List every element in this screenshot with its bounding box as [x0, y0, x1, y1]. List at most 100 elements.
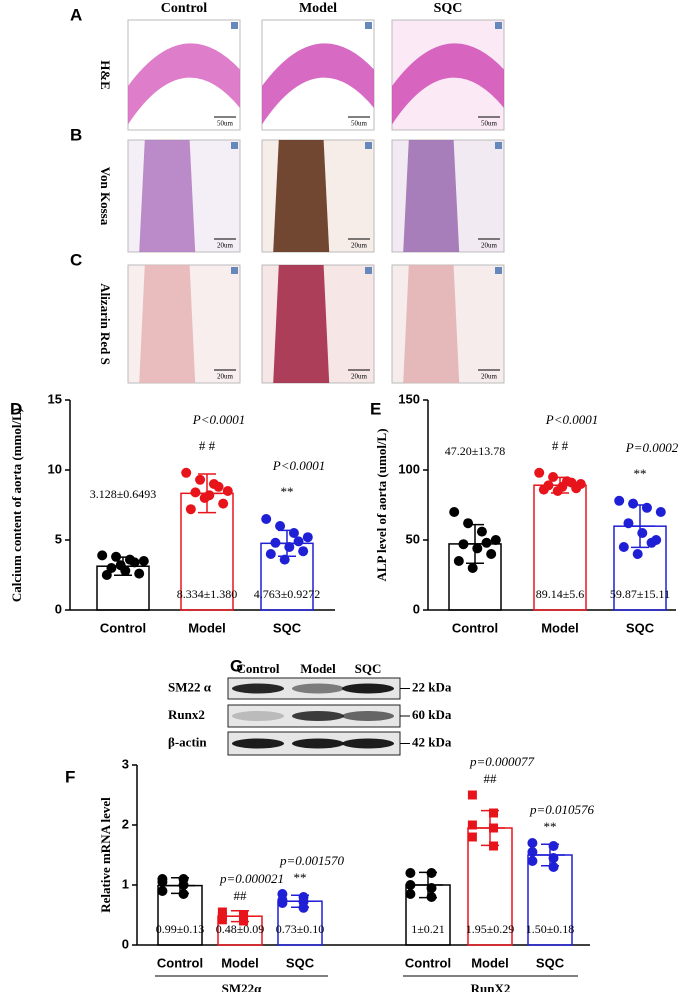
corner-marker: [231, 142, 238, 149]
blot-column: Model: [300, 661, 336, 676]
data-point: [157, 886, 168, 896]
value-label: 0.48±0.09: [216, 922, 265, 936]
significance: **: [544, 819, 557, 834]
p-value: p=0.001570: [279, 853, 345, 868]
size-label: 42 kDa: [412, 734, 452, 749]
value-label: 0.73±0.10: [276, 922, 325, 936]
data-point: [178, 889, 189, 899]
tissue: [273, 140, 330, 252]
y-tick-label: 0: [122, 936, 129, 951]
data-point: [527, 847, 538, 857]
x-tick-label: Model: [471, 955, 509, 970]
tissue: [392, 43, 504, 125]
data-point: [538, 484, 549, 495]
p-value: p=0.000021: [219, 871, 284, 886]
data-point: [405, 889, 416, 899]
data-point: [178, 880, 189, 890]
tissue: [262, 43, 374, 125]
data-point: [641, 502, 652, 513]
value-label: 0.99±0.13: [156, 922, 205, 936]
p-value: p=0.000077: [469, 754, 535, 769]
data-point: [405, 868, 416, 878]
corner-marker: [495, 22, 502, 29]
significance: # #: [552, 438, 569, 453]
data-point: [476, 526, 487, 537]
tissue: [139, 140, 196, 252]
data-point: [618, 542, 629, 552]
scale-bar-label: 50um: [351, 120, 368, 128]
y-axis-label: Calcium content of aorta (mmol/L): [9, 408, 24, 602]
column-header: SQC: [434, 1, 463, 16]
significance: # #: [199, 438, 216, 453]
value-label: 1±0.21: [411, 922, 445, 936]
data-point: [453, 556, 464, 566]
x-tick-label: Model: [541, 620, 579, 635]
corner-marker: [495, 142, 502, 149]
blot-column: Control: [236, 661, 279, 676]
y-tick-label: 150: [398, 391, 420, 406]
protein-label: Runx2: [168, 707, 205, 722]
x-tick-label: Model: [221, 955, 259, 970]
x-tick-label: Model: [188, 620, 226, 635]
scale-bar-label: 20um: [351, 242, 368, 250]
data-point: [270, 537, 281, 548]
data-point: [239, 916, 249, 926]
data-point: [405, 880, 416, 890]
y-tick-label: 100: [398, 461, 420, 476]
y-tick-label: 5: [55, 531, 62, 546]
data-point: [489, 841, 499, 851]
x-tick-label: Control: [157, 955, 203, 970]
data-point: [467, 832, 477, 842]
blot-band: [232, 711, 284, 721]
value-label: 3.128±0.6493: [90, 487, 157, 501]
y-tick-label: 2: [122, 816, 129, 831]
size-label: 22 kDa: [412, 679, 452, 694]
data-point: [195, 474, 206, 485]
value-label: 47.20±13.78: [445, 444, 506, 458]
blot-band: [292, 738, 344, 749]
data-point: [115, 560, 126, 571]
data-point: [463, 518, 474, 529]
corner-marker: [365, 22, 372, 29]
data-point: [129, 557, 140, 568]
panel-label: D: [10, 399, 22, 418]
y-tick-label: 0: [413, 601, 420, 616]
data-point: [217, 915, 227, 925]
data-point: [426, 892, 437, 902]
data-point: [472, 543, 483, 554]
data-point: [111, 551, 122, 562]
y-tick-label: 0: [55, 601, 62, 616]
value-label: 1.50±0.18: [526, 922, 575, 936]
group-label: SM22α: [222, 981, 263, 992]
blot-band: [342, 711, 394, 721]
value-label: 1.95±0.29: [466, 922, 515, 936]
p-value: P<0.0001: [545, 412, 598, 427]
data-point: [486, 549, 497, 559]
value-label: 89.14±5.6: [536, 587, 585, 601]
x-tick-label: Control: [405, 955, 451, 970]
x-tick-label: SQC: [626, 620, 655, 635]
data-point: [655, 507, 666, 517]
significance: **: [634, 466, 647, 481]
data-point: [302, 532, 313, 543]
column-header: Model: [299, 1, 337, 16]
data-point: [426, 883, 437, 893]
scale-bar-label: 20um: [217, 373, 234, 381]
data-point: [97, 550, 108, 561]
significance: ##: [484, 771, 498, 786]
p-value: P<0.0001: [272, 458, 325, 473]
data-point: [190, 487, 201, 498]
panel-label: F: [65, 767, 75, 786]
x-tick-label: SQC: [273, 620, 302, 635]
data-point: [467, 820, 477, 830]
data-point: [293, 536, 304, 547]
data-point: [261, 514, 272, 524]
x-tick-label: Control: [452, 620, 498, 635]
data-point: [548, 853, 559, 863]
significance: **: [281, 484, 294, 499]
data-point: [458, 539, 469, 550]
protein-label: β-actin: [168, 734, 207, 749]
blot-band: [342, 738, 394, 749]
data-point: [481, 537, 492, 548]
panel-label: G: [230, 656, 243, 675]
